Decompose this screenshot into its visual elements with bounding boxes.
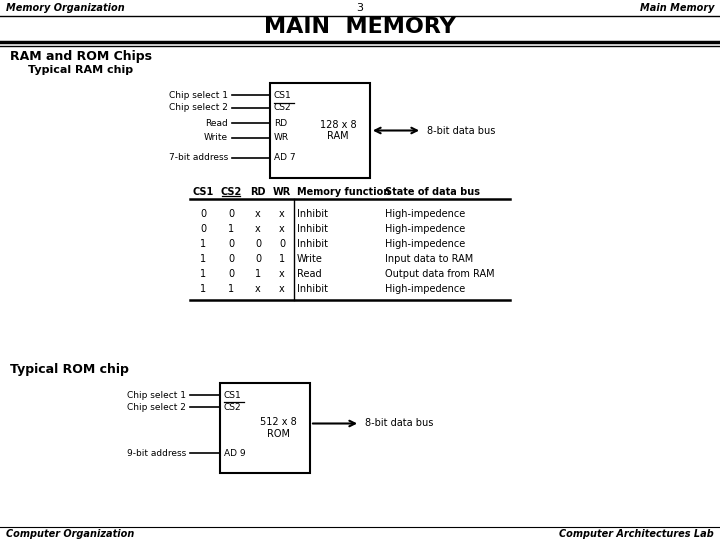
Text: 0: 0 xyxy=(228,269,234,279)
Text: x: x xyxy=(255,284,261,294)
Text: Inhibit: Inhibit xyxy=(297,239,328,249)
Text: x: x xyxy=(255,209,261,219)
Text: RD: RD xyxy=(274,118,287,127)
Text: Write: Write xyxy=(204,133,228,143)
Text: Read: Read xyxy=(297,269,322,279)
Text: 9-bit address: 9-bit address xyxy=(127,449,186,457)
Text: CS1: CS1 xyxy=(224,390,242,400)
Text: 1: 1 xyxy=(228,224,234,234)
Text: Inhibit: Inhibit xyxy=(297,284,328,294)
Text: Chip select 1: Chip select 1 xyxy=(169,91,228,99)
Text: 1: 1 xyxy=(279,254,285,264)
Text: 0: 0 xyxy=(279,239,285,249)
Text: CS2: CS2 xyxy=(224,402,242,411)
Text: MAIN  MEMORY: MAIN MEMORY xyxy=(264,17,456,37)
Text: Typical ROM chip: Typical ROM chip xyxy=(10,363,129,376)
Text: 0: 0 xyxy=(200,224,206,234)
Text: 1: 1 xyxy=(255,269,261,279)
Text: 1: 1 xyxy=(200,254,206,264)
Text: 7-bit address: 7-bit address xyxy=(168,153,228,163)
Text: RD: RD xyxy=(251,187,266,197)
Text: x: x xyxy=(279,209,285,219)
Text: CS1: CS1 xyxy=(274,91,292,99)
Text: Inhibit: Inhibit xyxy=(297,224,328,234)
Text: AD 9: AD 9 xyxy=(224,449,246,457)
Text: Chip select 1: Chip select 1 xyxy=(127,390,186,400)
Text: Write: Write xyxy=(297,254,323,264)
Text: 1: 1 xyxy=(200,284,206,294)
Text: CS2: CS2 xyxy=(220,187,242,197)
Text: High-impedence: High-impedence xyxy=(385,284,465,294)
Text: x: x xyxy=(279,284,285,294)
Text: Typical RAM chip: Typical RAM chip xyxy=(28,65,133,75)
Text: 1: 1 xyxy=(200,239,206,249)
Text: Main Memory: Main Memory xyxy=(639,3,714,13)
Text: x: x xyxy=(255,224,261,234)
Text: AD 7: AD 7 xyxy=(274,153,296,163)
Text: High-impedence: High-impedence xyxy=(385,239,465,249)
Text: 1: 1 xyxy=(228,284,234,294)
Text: 8-bit data bus: 8-bit data bus xyxy=(365,418,433,429)
Text: Input data to RAM: Input data to RAM xyxy=(385,254,473,264)
Bar xyxy=(270,83,370,178)
Bar xyxy=(220,383,310,473)
Text: 0: 0 xyxy=(228,239,234,249)
Text: Chip select 2: Chip select 2 xyxy=(127,402,186,411)
Text: Inhibit: Inhibit xyxy=(297,209,328,219)
Text: WR: WR xyxy=(273,187,291,197)
Text: Read: Read xyxy=(205,118,228,127)
Text: x: x xyxy=(279,269,285,279)
Text: CS2: CS2 xyxy=(274,104,292,112)
Text: 0: 0 xyxy=(200,209,206,219)
Text: Computer Organization: Computer Organization xyxy=(6,529,135,539)
Text: Output data from RAM: Output data from RAM xyxy=(385,269,495,279)
Text: Computer Architectures Lab: Computer Architectures Lab xyxy=(559,529,714,539)
Text: High-impedence: High-impedence xyxy=(385,224,465,234)
Text: 128 x 8
RAM: 128 x 8 RAM xyxy=(320,120,356,141)
Text: WR: WR xyxy=(274,133,289,143)
Text: RAM and ROM Chips: RAM and ROM Chips xyxy=(10,50,152,63)
Text: Chip select 2: Chip select 2 xyxy=(169,104,228,112)
Text: Memory function: Memory function xyxy=(297,187,390,197)
Text: 0: 0 xyxy=(228,254,234,264)
Text: CS1: CS1 xyxy=(192,187,214,197)
Text: 1: 1 xyxy=(200,269,206,279)
Text: Memory Organization: Memory Organization xyxy=(6,3,125,13)
Text: High-impedence: High-impedence xyxy=(385,209,465,219)
Text: x: x xyxy=(279,224,285,234)
Text: 8-bit data bus: 8-bit data bus xyxy=(427,125,495,136)
Text: 3: 3 xyxy=(356,3,364,13)
Text: 0: 0 xyxy=(255,254,261,264)
Text: 512 x 8
ROM: 512 x 8 ROM xyxy=(260,417,297,439)
Text: State of data bus: State of data bus xyxy=(385,187,480,197)
Text: 0: 0 xyxy=(228,209,234,219)
Text: 0: 0 xyxy=(255,239,261,249)
